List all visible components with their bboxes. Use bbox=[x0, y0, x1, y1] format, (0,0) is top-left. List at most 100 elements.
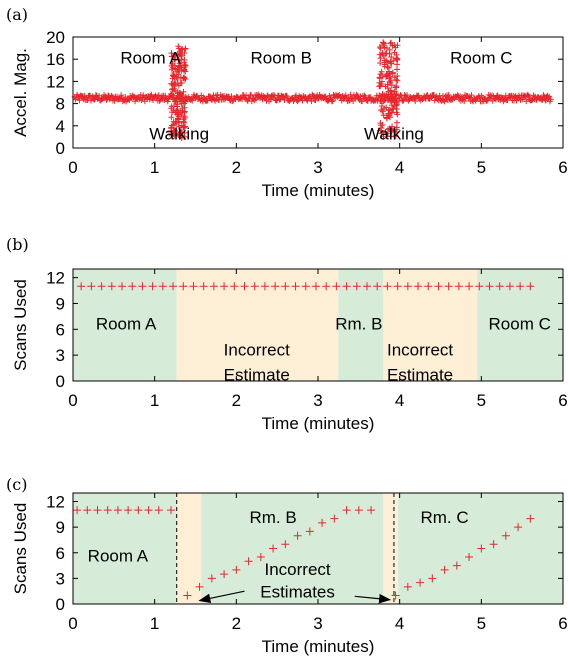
data-point bbox=[305, 527, 314, 536]
data-point bbox=[177, 49, 184, 56]
annotation-label: Incorrect bbox=[224, 340, 290, 359]
data-point bbox=[171, 80, 178, 87]
data-point bbox=[393, 126, 400, 133]
data-point bbox=[384, 130, 391, 137]
data-point bbox=[373, 282, 382, 291]
data-point bbox=[428, 574, 437, 583]
data-point bbox=[379, 49, 386, 56]
data-point bbox=[168, 130, 175, 137]
y-tick-label: 8 bbox=[56, 95, 65, 114]
data-point bbox=[209, 282, 218, 291]
annotation-label: Walking bbox=[149, 125, 209, 144]
data-point bbox=[322, 93, 329, 100]
data-point bbox=[454, 282, 463, 291]
data-point bbox=[281, 540, 290, 549]
data-point bbox=[342, 506, 351, 515]
data-point bbox=[138, 282, 147, 291]
data-point bbox=[380, 133, 387, 140]
room-band bbox=[73, 269, 177, 381]
y-tick-label: 12 bbox=[46, 493, 65, 512]
data-point bbox=[169, 282, 178, 291]
y-tick-label: 12 bbox=[46, 269, 65, 288]
data-point bbox=[195, 582, 204, 591]
data-point bbox=[170, 118, 177, 125]
data-point bbox=[367, 506, 376, 515]
data-point bbox=[91, 96, 98, 103]
incorrect-estimate-band bbox=[383, 269, 478, 381]
incorrect-estimate-band bbox=[383, 493, 399, 604]
data-point bbox=[391, 591, 400, 600]
data-point bbox=[393, 83, 400, 90]
data-point bbox=[168, 114, 175, 121]
data-point bbox=[178, 122, 185, 129]
data-point bbox=[134, 506, 143, 515]
y-tick-label: 20 bbox=[46, 28, 65, 47]
x-tick-label: 4 bbox=[395, 391, 404, 410]
data-point bbox=[73, 506, 82, 515]
data-point bbox=[168, 91, 175, 98]
data-point bbox=[308, 98, 315, 105]
data-point bbox=[477, 544, 486, 553]
data-point bbox=[174, 65, 181, 72]
data-point bbox=[83, 506, 92, 515]
data-point bbox=[386, 75, 393, 82]
incorrect-estimate-band bbox=[176, 493, 202, 604]
y-tick-label: 6 bbox=[56, 544, 65, 563]
data-point bbox=[393, 55, 400, 62]
data-point bbox=[207, 574, 216, 583]
data-point bbox=[180, 88, 187, 95]
data-point bbox=[273, 97, 280, 104]
annotation-label: Room A bbox=[120, 49, 181, 68]
x-tick-label: 5 bbox=[477, 391, 486, 410]
data-point bbox=[281, 282, 290, 291]
data-point bbox=[382, 129, 389, 136]
data-point bbox=[444, 282, 453, 291]
data-point bbox=[181, 61, 188, 68]
y-tick-label: 0 bbox=[56, 595, 65, 614]
data-point bbox=[516, 282, 525, 291]
annotation-label: Incorrect bbox=[387, 340, 453, 359]
data-point bbox=[389, 93, 396, 100]
data-point bbox=[354, 506, 363, 515]
data-point bbox=[180, 116, 187, 123]
annotation-arrow bbox=[198, 590, 245, 604]
data-point bbox=[376, 83, 383, 90]
data-point bbox=[176, 60, 183, 67]
data-point bbox=[412, 98, 419, 105]
y-tick-label: 16 bbox=[46, 50, 65, 69]
data-point bbox=[107, 282, 116, 291]
data-point bbox=[523, 98, 530, 105]
data-point bbox=[220, 282, 229, 291]
data-point bbox=[271, 282, 280, 291]
data-point bbox=[385, 64, 392, 71]
data-point bbox=[393, 76, 400, 83]
data-point bbox=[452, 561, 461, 570]
y-tick-label: 3 bbox=[56, 569, 65, 588]
data-point bbox=[385, 112, 392, 119]
chart-panel-b: (b) Room A Incorrect Estimate Rm. B Incorrect… bbox=[6, 235, 568, 433]
data-point bbox=[177, 80, 184, 87]
data-point bbox=[387, 127, 394, 134]
data-point bbox=[465, 282, 474, 291]
data-point bbox=[393, 91, 400, 98]
data-point bbox=[170, 94, 177, 101]
data-point bbox=[399, 97, 406, 104]
data-point bbox=[352, 282, 361, 291]
data-point bbox=[380, 52, 387, 59]
x-tick-label: 6 bbox=[558, 391, 567, 410]
data-point bbox=[103, 96, 110, 103]
data-point bbox=[379, 93, 386, 100]
data-point bbox=[76, 97, 83, 104]
data-point bbox=[380, 112, 387, 119]
data-point bbox=[391, 103, 398, 110]
data-point bbox=[378, 103, 385, 110]
data-point bbox=[118, 282, 126, 291]
x-tick-label: 3 bbox=[313, 614, 322, 633]
data-point bbox=[77, 282, 86, 291]
data-point bbox=[232, 565, 241, 574]
data-point bbox=[175, 57, 182, 64]
data-point bbox=[260, 282, 269, 291]
data-point bbox=[416, 578, 425, 587]
data-point bbox=[505, 282, 514, 291]
